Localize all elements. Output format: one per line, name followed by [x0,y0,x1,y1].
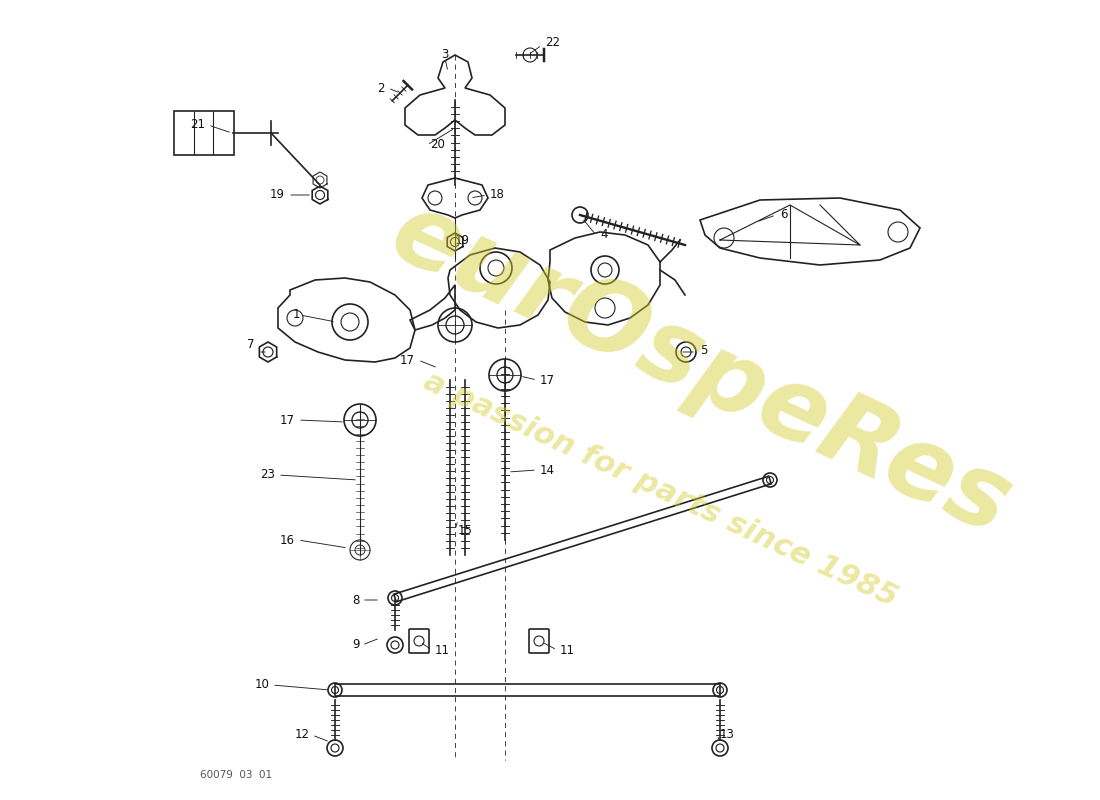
Text: 19: 19 [455,234,470,246]
Text: 17: 17 [540,374,556,386]
Text: 6: 6 [780,209,788,222]
Text: 17: 17 [400,354,415,366]
Text: 10: 10 [255,678,270,691]
Text: 18: 18 [490,189,505,202]
Text: 16: 16 [280,534,295,546]
Text: 5: 5 [700,343,707,357]
Text: 7: 7 [248,338,255,351]
Text: 8: 8 [353,594,360,606]
Text: 17: 17 [280,414,295,426]
Text: eurOspeRes: eurOspeRes [375,184,1025,556]
Text: 4: 4 [600,229,607,242]
Text: 11: 11 [434,643,450,657]
Text: 22: 22 [544,35,560,49]
Text: 9: 9 [352,638,360,651]
Text: 13: 13 [720,729,735,742]
Text: 1: 1 [293,309,300,322]
Text: 15: 15 [458,523,473,537]
Text: 60079  03  01: 60079 03 01 [200,770,272,780]
Text: 12: 12 [295,729,310,742]
Text: 11: 11 [560,643,575,657]
Text: a passion for parts since 1985: a passion for parts since 1985 [418,367,902,613]
Text: 14: 14 [540,463,556,477]
Text: 2: 2 [377,82,385,94]
Text: 3: 3 [441,49,449,62]
Text: 21: 21 [190,118,205,131]
Text: 23: 23 [260,469,275,482]
Text: 20: 20 [430,138,444,151]
Text: 19: 19 [270,189,285,202]
